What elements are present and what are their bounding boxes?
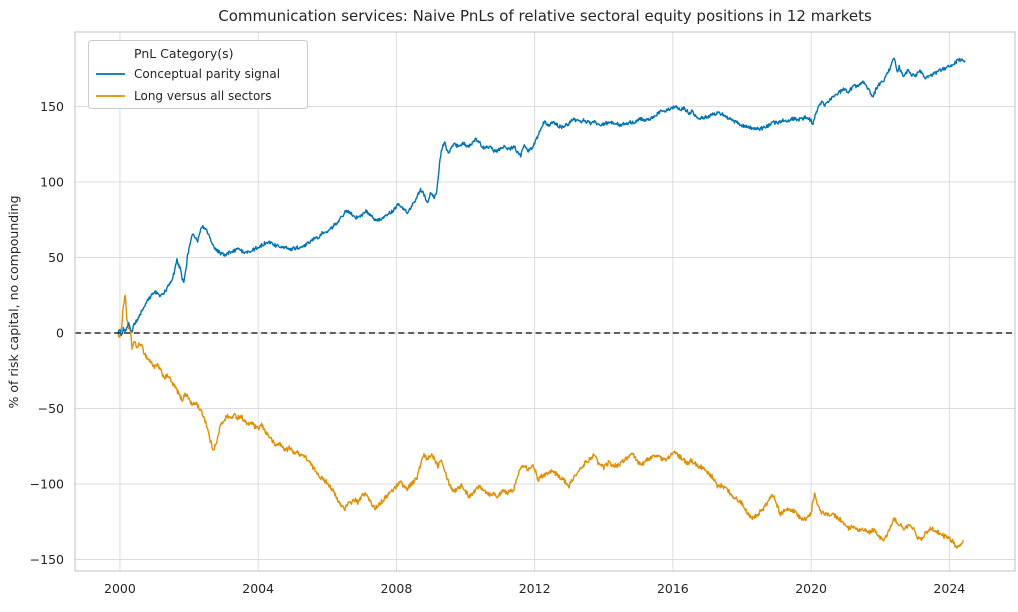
y-tick-label: −100 xyxy=(30,476,64,491)
y-tick-label: 100 xyxy=(40,174,64,189)
y-axis-label: % of risk capital, no compounding xyxy=(6,195,21,408)
x-tick-label: 2020 xyxy=(795,581,827,596)
plot-border xyxy=(74,31,1016,572)
x-tick-label: 2024 xyxy=(933,581,965,596)
legend-title: PnL Category(s) xyxy=(134,46,234,61)
y-tick-label: 0 xyxy=(56,325,64,340)
y-tick-labels: 150 100 50 0 −50 −100 −150 xyxy=(30,99,64,567)
legend-entry: Long versus all sectors xyxy=(96,89,272,103)
y-tick-label: 150 xyxy=(40,99,64,114)
y-tick-label: −150 xyxy=(30,552,64,567)
x-tick-label: 2012 xyxy=(519,581,551,596)
series-line-long-versus-all-sectors xyxy=(117,294,964,549)
x-tick-labels: 2000 2004 2008 2012 2016 2020 2024 xyxy=(104,581,965,596)
legend-entry: Conceptual parity signal xyxy=(96,67,280,81)
x-tick-label: 2004 xyxy=(242,581,274,596)
legend-box xyxy=(88,40,308,109)
x-tick-label: 2000 xyxy=(104,581,136,596)
legend-label: Conceptual parity signal xyxy=(134,67,280,81)
x-tick-label: 2008 xyxy=(380,581,412,596)
series-line-conceptual-parity-signal xyxy=(117,57,966,337)
y-tick-label: −50 xyxy=(38,401,64,416)
series-lines xyxy=(117,57,966,549)
gridlines xyxy=(75,32,1015,571)
y-tick-label: 50 xyxy=(48,250,64,265)
legend-label: Long versus all sectors xyxy=(134,89,272,103)
legend: PnL Category(s) Conceptual parity signal… xyxy=(88,40,308,109)
x-tick-label: 2016 xyxy=(657,581,689,596)
chart-title: Communication services: Naive PnLs of re… xyxy=(218,7,872,25)
